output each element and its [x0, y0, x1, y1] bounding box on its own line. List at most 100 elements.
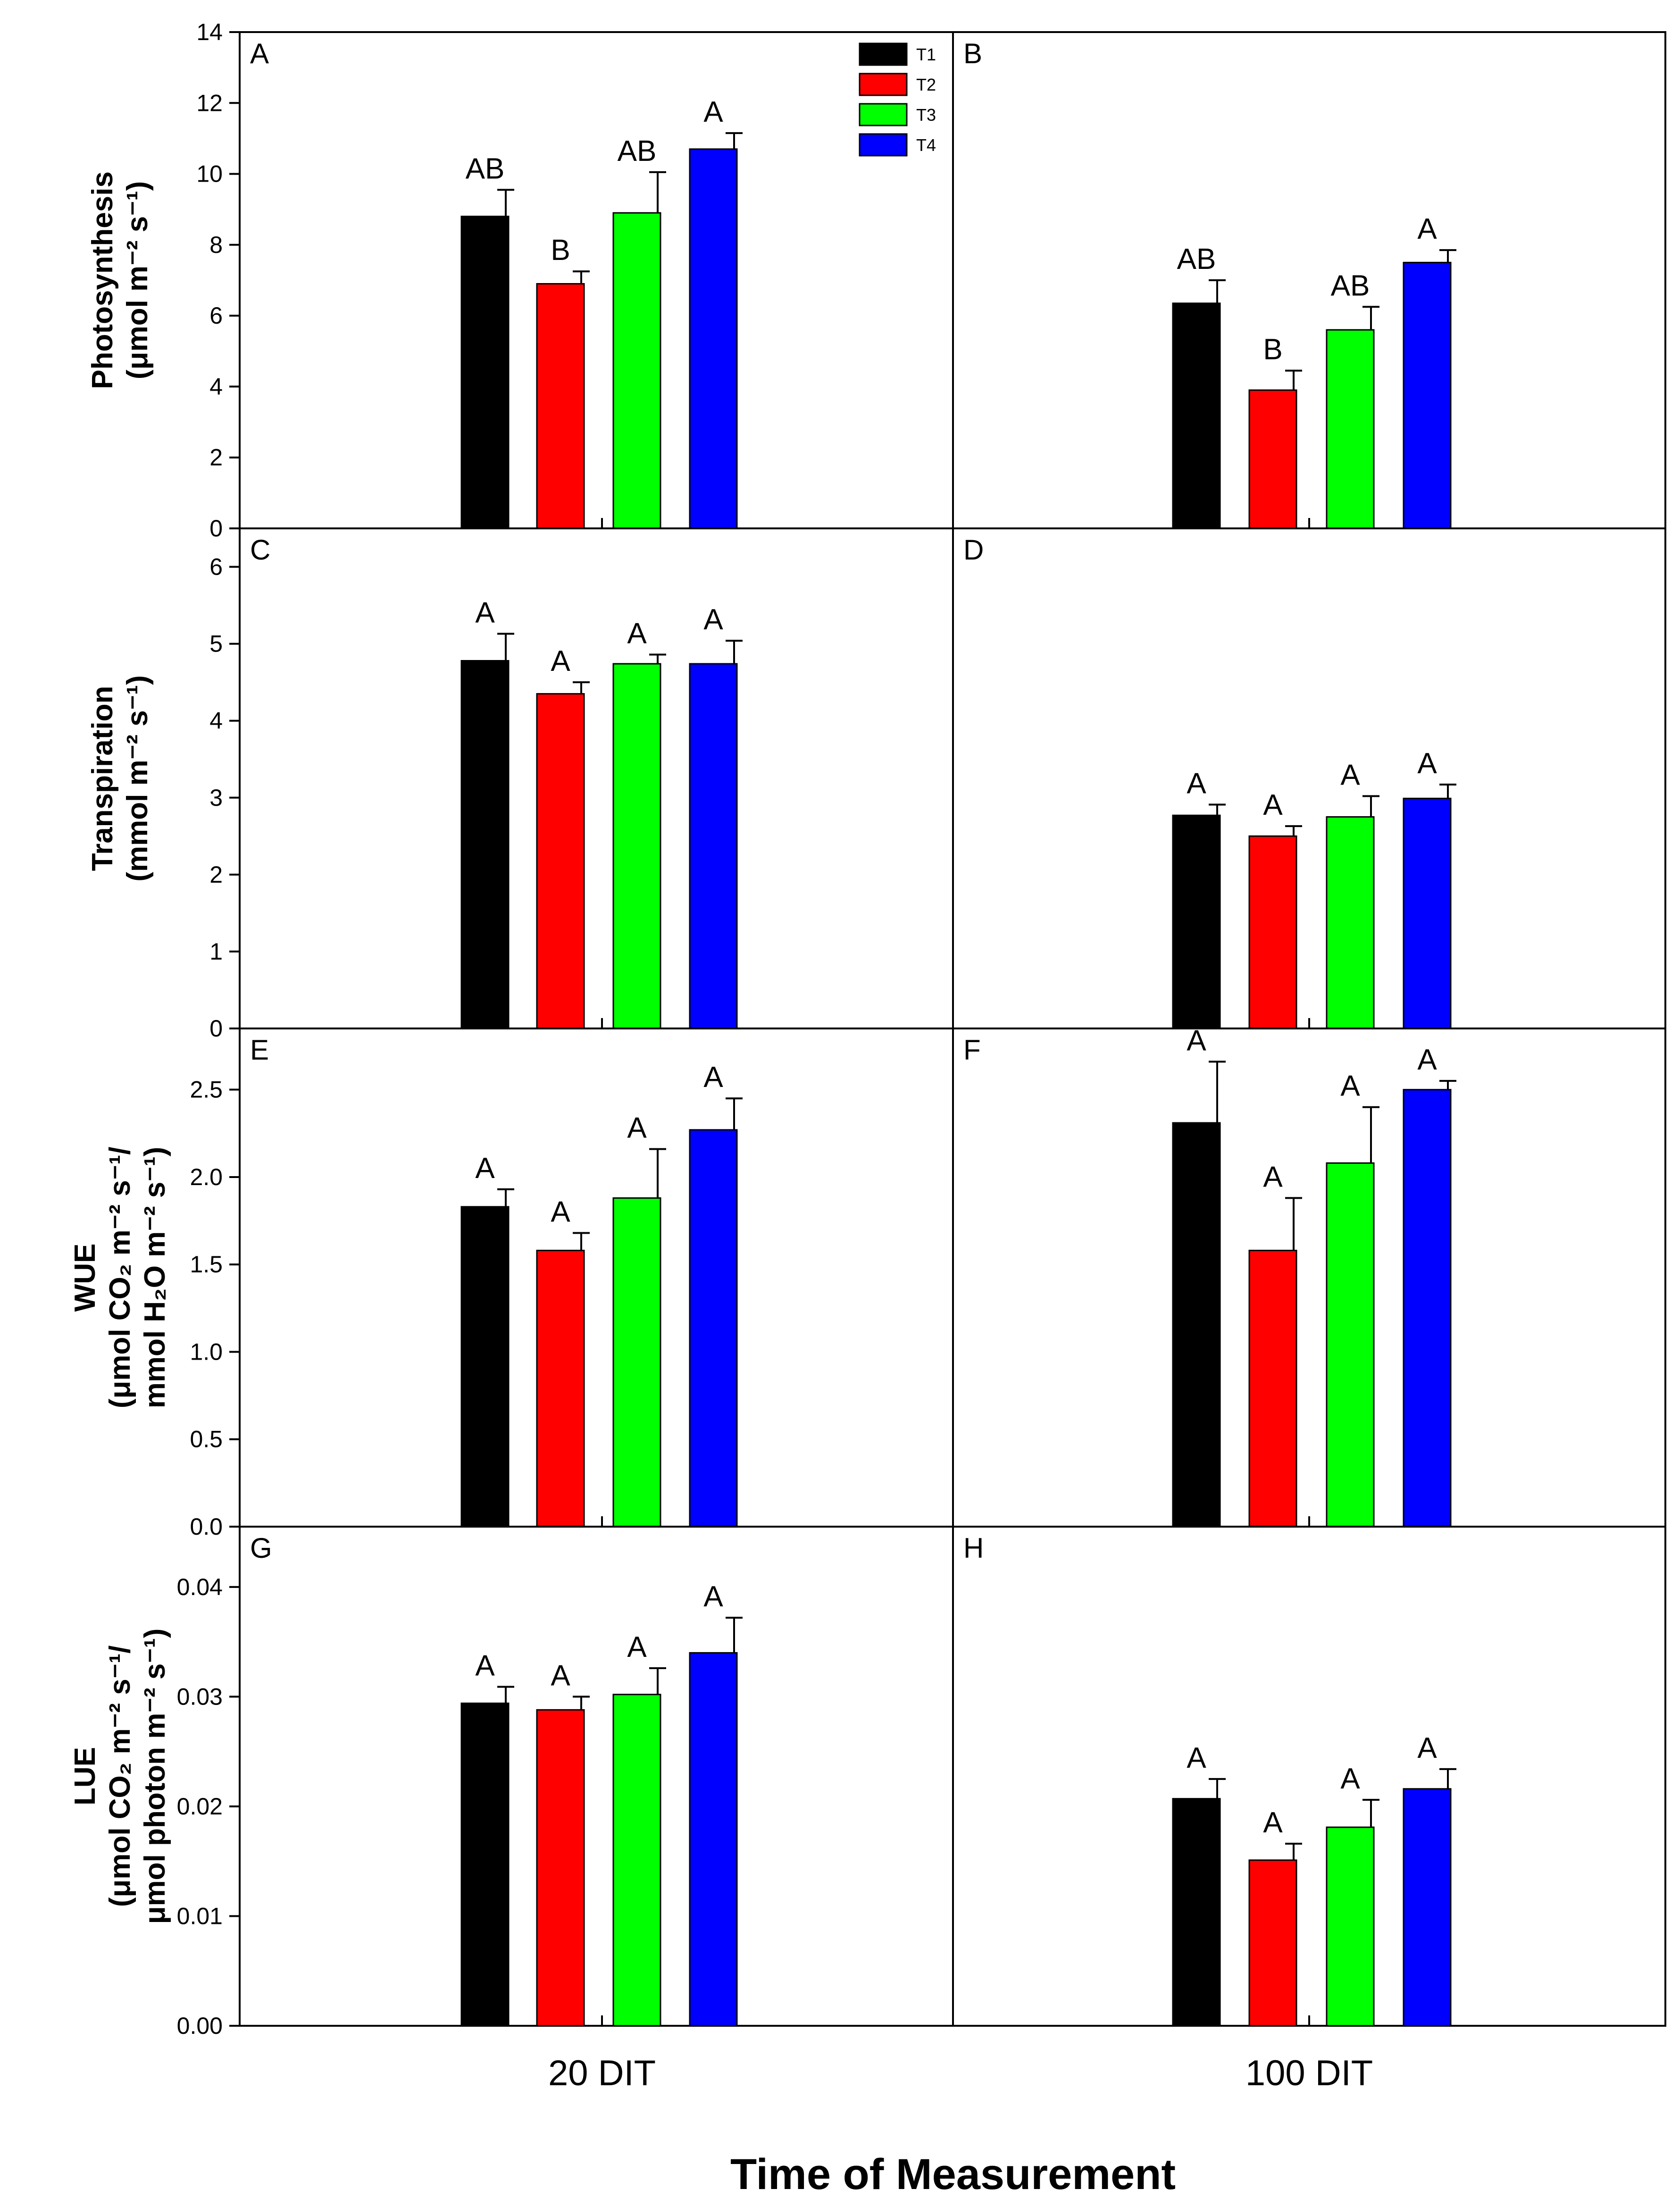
significance-label: A	[551, 1196, 570, 1228]
significance-label: A	[551, 645, 570, 677]
panel-letter: G	[250, 1532, 272, 1564]
panel-letter: C	[250, 534, 270, 566]
bar-E-T2	[536, 1250, 585, 1528]
y-tick-label: 2	[209, 444, 223, 471]
bar-B-T4	[1403, 261, 1452, 529]
y-tick-label: 2.5	[190, 1077, 223, 1103]
bar-G-T1	[460, 1702, 510, 2027]
y-tick-label: 12	[196, 90, 223, 116]
significance-label: A	[1263, 789, 1283, 821]
bar-G-T2	[536, 1709, 585, 2027]
y-axis-label: (μmol m⁻² s⁻¹)	[121, 181, 154, 379]
panel-frame-A	[239, 31, 954, 529]
bar-B-T3	[1326, 329, 1375, 529]
y-tick-label: 6	[209, 302, 223, 329]
bar-E-T1	[460, 1206, 510, 1528]
panel-letter: F	[963, 1034, 981, 1066]
y-axis-label: mmol H₂O m⁻² s⁻¹)	[139, 1147, 171, 1409]
legend-swatch-T2	[859, 73, 908, 96]
significance-label: A	[475, 1649, 495, 1682]
significance-label: A	[703, 96, 723, 128]
y-axis-label: WUE	[69, 1244, 101, 1312]
bar-A-T3	[612, 212, 661, 529]
significance-label: A	[1417, 1044, 1437, 1076]
legend-swatch-T3	[859, 103, 908, 126]
y-axis-label: (μmol CO₂ m⁻² s⁻¹/	[104, 1646, 136, 1907]
y-axis-label: μmol photon m⁻² s⁻¹)	[139, 1629, 171, 1924]
panel-letter: B	[963, 38, 982, 69]
bar-D-T3	[1326, 816, 1375, 1029]
legend: T1 T2 T3 T4	[859, 42, 936, 157]
legend-label-T4: T4	[916, 135, 936, 155]
x-axis-title: Time of Measurement	[730, 2150, 1176, 2198]
y-tick-label: 0	[209, 1015, 223, 1042]
significance-label: A	[1340, 1763, 1360, 1795]
y-tick-label: 0.0	[190, 1513, 223, 1540]
bar-F-T4	[1403, 1089, 1452, 1528]
y-axis-label: Photosynthesis	[86, 171, 119, 389]
significance-label: A	[1263, 1806, 1283, 1839]
significance-label: A	[1187, 1742, 1206, 1774]
bar-H-T1	[1172, 1798, 1221, 2027]
bar-H-T4	[1403, 1788, 1452, 2027]
bar-A-T2	[536, 283, 585, 529]
significance-label: A	[703, 1061, 723, 1094]
legend-swatch-T1	[859, 42, 908, 66]
panel-frame-B	[952, 31, 1666, 529]
bar-A-T4	[689, 148, 738, 529]
bar-B-T2	[1248, 389, 1297, 529]
y-tick-label: 2.0	[190, 1164, 223, 1190]
bar-H-T2	[1248, 1859, 1297, 2027]
bar-D-T1	[1172, 814, 1221, 1029]
significance-label: AB	[618, 135, 657, 167]
significance-label: A	[1340, 1070, 1360, 1103]
legend-label-T2: T2	[916, 75, 936, 94]
x-category-label: 100 DIT	[1245, 2053, 1373, 2093]
significance-label: A	[703, 1580, 723, 1613]
significance-label: AB	[1177, 243, 1216, 276]
panel-letter: E	[250, 1034, 269, 1066]
panel-letter: A	[250, 38, 269, 69]
y-tick-label: 0.03	[177, 1683, 223, 1710]
bar-E-T4	[689, 1129, 738, 1528]
y-tick-label: 6	[209, 554, 223, 580]
bar-F-T1	[1172, 1122, 1221, 1528]
panel-letter: H	[963, 1532, 984, 1564]
bar-A-T1	[460, 216, 510, 529]
panel-frame-F	[952, 1028, 1666, 1528]
y-tick-label: 5	[209, 631, 223, 657]
y-tick-label: 3	[209, 785, 223, 811]
y-tick-label: 2	[209, 861, 223, 888]
significance-label: A	[1340, 759, 1360, 792]
significance-label: A	[1187, 1024, 1206, 1057]
bar-D-T2	[1248, 835, 1297, 1029]
significance-label: A	[551, 1659, 570, 1692]
significance-label: A	[1187, 767, 1206, 800]
bar-B-T1	[1172, 302, 1221, 529]
significance-label: A	[475, 1152, 495, 1185]
y-tick-label: 0.5	[190, 1426, 223, 1453]
significance-label: B	[1263, 334, 1282, 366]
y-tick-label: 0.00	[177, 2013, 223, 2039]
y-tick-label: 0.02	[177, 1793, 223, 1820]
significance-label: A	[1417, 1732, 1437, 1764]
panel-frame-H	[952, 1526, 1666, 2027]
significance-label: A	[1263, 1161, 1283, 1193]
significance-label: A	[627, 1631, 647, 1663]
significance-label: A	[1417, 747, 1437, 780]
significance-label: A	[703, 603, 723, 636]
y-axis-label: Transpiration	[86, 686, 119, 871]
y-tick-label: 0	[209, 515, 223, 542]
y-tick-label: 4	[209, 373, 223, 400]
y-tick-label: 1.5	[190, 1251, 223, 1278]
y-axis-label: (μmol CO₂ m⁻² s⁻¹/	[104, 1147, 136, 1409]
bar-D-T4	[1403, 797, 1452, 1029]
bar-C-T1	[460, 660, 510, 1029]
bar-C-T3	[612, 663, 661, 1029]
y-tick-label: 10	[196, 161, 223, 187]
y-tick-label: 0.04	[177, 1574, 223, 1600]
bar-H-T3	[1326, 1826, 1375, 2027]
bar-E-T3	[612, 1197, 661, 1528]
